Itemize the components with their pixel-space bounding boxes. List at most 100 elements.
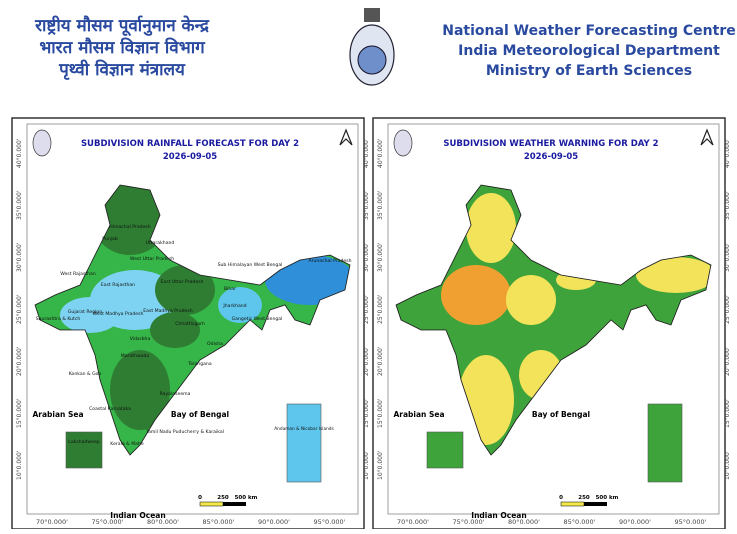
region-label: Coastal Karnataka: [89, 406, 131, 412]
inset-box: [65, 431, 103, 469]
region-label: Gujarat Region: [68, 309, 102, 315]
longitude-label: 95°0.000': [314, 518, 346, 526]
scale-label: 250: [217, 495, 229, 501]
inset-label: Lakshadweep: [68, 439, 99, 445]
inset-box: [286, 403, 322, 483]
longitude-label: 85°0.000': [564, 518, 596, 526]
region-label: East Rajasthan: [101, 282, 135, 288]
region-label: Jharkhand: [222, 303, 246, 309]
scale-label: 0: [559, 495, 563, 501]
region-label: Punjab: [102, 236, 118, 242]
sea-label: Bay of Bengal: [171, 410, 229, 419]
english-line: National Weather Forecasting Centre: [442, 23, 735, 39]
latitude-label: 20°0.000': [363, 346, 370, 376]
region-label: Odisha: [207, 341, 223, 347]
region-label: Himachal Pradesh: [109, 224, 151, 230]
sea-label: Indian Ocean: [471, 511, 526, 520]
region-label: Rayalaseema: [160, 391, 191, 397]
latitude-label: 10°0.000': [724, 450, 731, 480]
latitude-label: 15°0.000': [377, 398, 384, 428]
sea-label: Indian Ocean: [110, 511, 165, 520]
region-label: Kerala & Mahe: [110, 441, 144, 447]
longitude-label: 90°0.000': [258, 518, 290, 526]
map-title: SUBDIVISION WEATHER WARNING FOR DAY 2: [443, 139, 658, 149]
region-label: Saurashtra & Kutch: [36, 316, 81, 322]
map-frame: [387, 123, 720, 515]
region-label: Uttarakhand: [146, 240, 175, 246]
map-frame: [26, 123, 359, 515]
emblem: [349, 8, 395, 86]
region-label: Gangetic West Bengal: [232, 316, 283, 322]
map-region: [218, 287, 262, 323]
map-region: [466, 193, 516, 263]
scale-label: 250: [578, 495, 590, 501]
hindi-line: भारत मौसम विज्ञान विभाग: [39, 37, 206, 58]
longitude-label: 70°0.000': [36, 518, 68, 526]
inset-box: [426, 431, 464, 469]
longitude-label: 75°0.000': [453, 518, 485, 526]
scale-bar: [199, 501, 224, 507]
map-panel: SUBDIVISION RAINFALL FORECAST FOR DAY 2 2…: [11, 117, 370, 530]
longitude-label: 85°0.000': [203, 518, 235, 526]
longitude-label: 80°0.000': [147, 518, 179, 526]
map-region: [60, 297, 120, 333]
hindi-line: पृथ्वी विज्ञान मंत्रालय: [58, 59, 186, 80]
region-label: East Uttar Pradesh: [161, 279, 204, 285]
scale-label: 0: [198, 495, 202, 501]
region-label: Tamil Nadu Puducherry & Karaikal: [145, 429, 224, 435]
map-region: [150, 312, 200, 348]
latitude-label: 20°0.000': [724, 346, 731, 376]
scale-bar: [560, 501, 585, 507]
latitude-label: 30°0.000': [377, 242, 384, 272]
sea-label: Arabian Sea: [393, 410, 444, 419]
latitude-label: 20°0.000': [16, 346, 23, 376]
english-line: Ministry of Earth Sciences: [486, 63, 692, 79]
map-region: [636, 257, 711, 293]
region-label: West Rajasthan: [60, 271, 96, 277]
region-label: East Madhya Pradesh: [143, 308, 193, 314]
map-region: [110, 350, 170, 430]
region-label: Vidarbha: [130, 336, 151, 342]
panel-emblem: [32, 129, 52, 157]
sea-label: Bay of Bengal: [532, 410, 590, 419]
latitude-label: 10°0.000': [377, 450, 384, 480]
region-label: Sub Himalayan West Bengal: [218, 262, 283, 268]
north-arrow: [339, 128, 353, 146]
sea-label: Arabian Sea: [32, 410, 83, 419]
latitude-label: 35°0.000': [724, 190, 731, 220]
region-label: Chhattisgarh: [175, 321, 205, 327]
region-label: Bihar: [224, 286, 236, 292]
map-panel: SUBDIVISION WEATHER WARNING FOR DAY 2 202…: [372, 117, 731, 530]
inset-box: [647, 403, 683, 483]
latitude-label: 30°0.000': [16, 242, 23, 272]
region-label: Konkan & Goa: [69, 371, 102, 377]
latitude-label: 25°0.000': [363, 294, 370, 324]
scale-bar: [584, 502, 607, 506]
map-title: SUBDIVISION RAINFALL FORECAST FOR DAY 2: [81, 139, 299, 149]
latitude-label: 40°0.000': [16, 138, 23, 168]
latitude-label: 35°0.000': [377, 190, 384, 220]
latitude-label: 30°0.000': [363, 242, 370, 272]
region-label: West Madhya Pradesh: [93, 311, 144, 317]
latitude-label: 35°0.000': [16, 190, 23, 220]
latitude-label: 25°0.000': [16, 294, 23, 324]
longitude-label: 75°0.000': [92, 518, 124, 526]
latitude-label: 30°0.000': [724, 242, 731, 272]
panel-emblem: [393, 129, 413, 157]
map-region: [441, 265, 511, 325]
scale-label: 500 km: [596, 495, 619, 501]
latitude-label: 20°0.000': [377, 346, 384, 376]
latitude-label: 15°0.000': [363, 398, 370, 428]
latitude-label: 15°0.000': [16, 398, 23, 428]
longitude-label: 90°0.000': [619, 518, 651, 526]
latitude-label: 40°0.000': [363, 138, 370, 168]
english-line: India Meteorological Department: [458, 43, 720, 59]
latitude-label: 25°0.000': [377, 294, 384, 324]
latitude-label: 35°0.000': [363, 190, 370, 220]
map-date: 2026-09-05: [163, 152, 217, 162]
region-label: Marathwada: [121, 353, 150, 359]
map-date: 2026-09-05: [524, 152, 578, 162]
latitude-label: 40°0.000': [377, 138, 384, 168]
latitude-label: 10°0.000': [16, 450, 23, 480]
